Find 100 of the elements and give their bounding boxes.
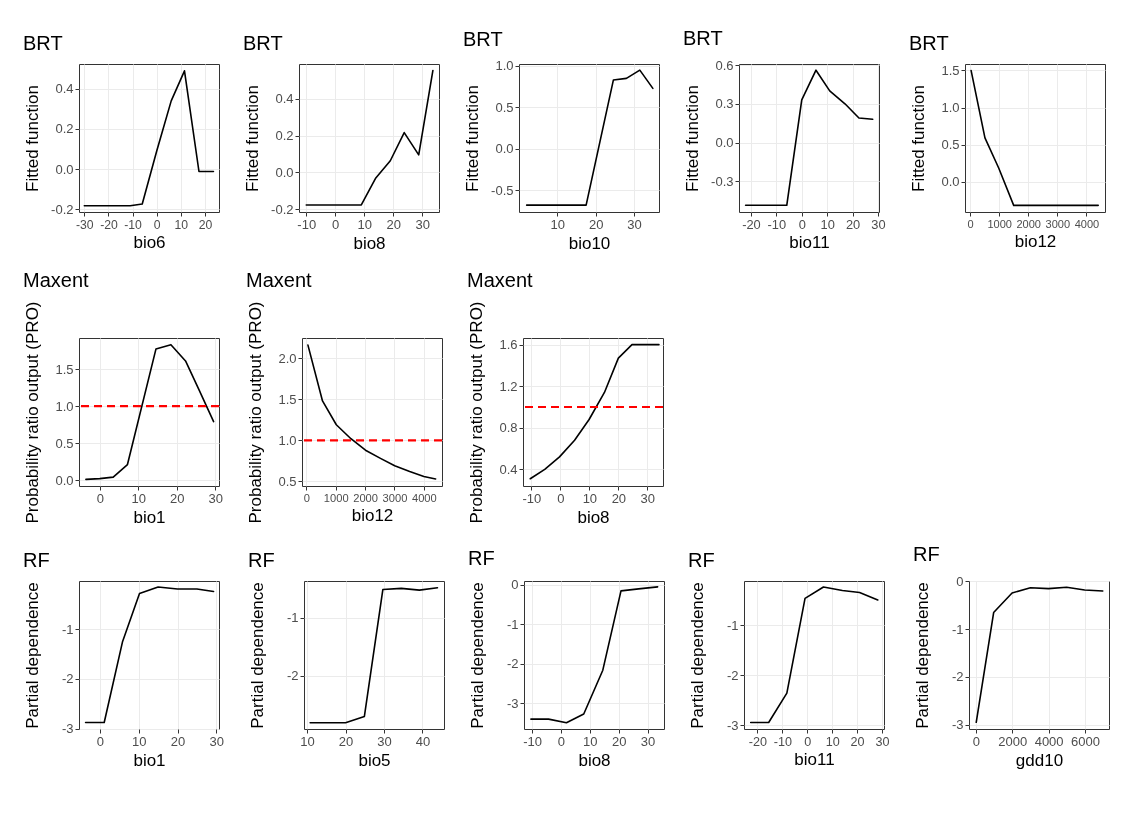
chart-title: RF <box>468 546 495 569</box>
x-tick-label: 20 <box>850 734 865 749</box>
y-axis-title: Fitted function <box>462 85 482 192</box>
y-tick-label: 1.2 <box>499 378 518 394</box>
x-axis-title: bio1 <box>133 750 166 770</box>
x-tick-label: 30 <box>208 490 223 506</box>
x-tick-label: 0 <box>967 217 974 230</box>
line-series <box>307 344 437 480</box>
line-series <box>83 70 215 207</box>
x-tick-label: 0 <box>332 216 340 232</box>
x-axis-title: bio12 <box>351 505 394 525</box>
x-tick-label: 10 <box>131 733 147 749</box>
x-tick-label: -10 <box>773 734 792 749</box>
x-tick-label: 10 <box>357 216 372 232</box>
chart-title: BRT <box>909 32 949 54</box>
x-tick-label: 4000 <box>412 491 437 504</box>
y-tick-label: -1 <box>286 610 299 626</box>
chart-title: BRT <box>23 32 63 54</box>
y-tick-label: 1.6 <box>499 337 518 353</box>
x-tick-label: 30 <box>871 216 886 232</box>
y-tick-label: -0.2 <box>271 201 294 217</box>
x-tick-label: 40 <box>415 733 431 749</box>
x-tick-label: -20 <box>100 217 118 232</box>
chart-title: BRT <box>243 32 283 54</box>
y-tick-label: 0.0 <box>55 472 74 488</box>
y-tick-label: -3 <box>951 717 964 733</box>
x-tick-label: 10 <box>583 733 598 749</box>
x-tick-label: -10 <box>523 733 542 749</box>
x-tick-label: 20 <box>169 490 185 506</box>
x-tick-label: 20 <box>588 216 604 232</box>
y-axis-title: Fitted function <box>908 85 928 192</box>
x-tick-label: 20 <box>611 733 627 749</box>
chart-title: RF <box>248 549 275 571</box>
x-tick-label: 0 <box>557 490 565 506</box>
y-tick-label: -0.5 <box>491 182 514 198</box>
y-tick-label: 2.0 <box>278 350 297 366</box>
x-tick-label: 4000 <box>1034 733 1064 749</box>
x-axis-title: bio10 <box>568 233 611 253</box>
y-tick-label: -2 <box>61 671 74 687</box>
x-axis-title: bio8 <box>353 233 386 253</box>
x-tick-label: 10 <box>550 216 566 232</box>
x-tick-label: 0 <box>96 490 104 506</box>
line-series <box>525 69 654 206</box>
x-tick-label: 0 <box>96 733 105 749</box>
chart-title: Maxent <box>23 268 90 291</box>
y-tick-label: 1.0 <box>278 432 297 448</box>
y-tick-label: 0.5 <box>55 435 74 451</box>
x-tick-label: 20 <box>198 217 213 232</box>
x-tick-label: 0 <box>303 491 310 504</box>
x-tick-label: 2000 <box>353 491 378 504</box>
chart-title: Maxent <box>467 268 534 291</box>
x-tick-label: -20 <box>748 734 768 749</box>
x-axis-title: bio6 <box>133 232 166 252</box>
x-tick-label: 20 <box>170 733 186 749</box>
x-tick-label: 30 <box>640 490 656 506</box>
y-tick-label: -3 <box>506 695 519 711</box>
y-tick-label: 0.8 <box>499 420 518 436</box>
y-axis-title: Partial dependence <box>912 582 932 729</box>
y-tick-label: -1 <box>726 617 739 633</box>
y-tick-label: 0.5 <box>941 137 960 153</box>
y-tick-label: -1 <box>951 621 964 637</box>
chart-title: BRT <box>683 27 723 50</box>
y-tick-label: 0.0 <box>55 161 74 177</box>
x-tick-label: 10 <box>131 490 146 506</box>
x-tick-label: 10 <box>582 490 598 506</box>
x-tick-label: 0 <box>153 217 161 232</box>
line-series <box>970 69 1100 207</box>
x-tick-label: 30 <box>640 733 656 749</box>
x-axis-title: bio1 <box>133 507 166 527</box>
y-axis-title: Partial dependence <box>22 582 42 729</box>
y-tick-label: 1.5 <box>55 361 74 377</box>
y-tick-label: -2 <box>506 656 519 672</box>
y-tick-label: -1 <box>506 616 519 632</box>
y-axis-title: Fitted function <box>242 85 262 192</box>
x-tick-label: 3000 <box>1045 217 1071 230</box>
y-tick-label: -3 <box>61 721 74 736</box>
line-series <box>529 343 660 480</box>
x-tick-label: 30 <box>377 733 392 749</box>
y-tick-label: -2 <box>286 668 299 684</box>
y-axis-title: Fitted function <box>682 85 702 192</box>
y-tick-label: 0.4 <box>275 91 294 107</box>
x-tick-label: 4000 <box>1074 217 1100 230</box>
x-tick-label: 2000 <box>1016 217 1041 230</box>
y-tick-label: 0 <box>956 573 964 589</box>
chart-title: RF <box>913 543 940 566</box>
line-series <box>309 586 439 724</box>
y-tick-label: 0.2 <box>275 128 294 144</box>
x-tick-label: 30 <box>875 734 890 749</box>
x-tick-label: -10 <box>522 490 542 506</box>
line-series <box>530 586 659 724</box>
chart-title: Maxent <box>246 268 313 291</box>
y-axis-title: Probability ratio output (PRO) <box>245 301 265 524</box>
line-series <box>85 343 215 481</box>
x-axis-title: bio8 <box>578 750 611 770</box>
x-tick-label: 20 <box>845 216 861 232</box>
x-tick-label: 0 <box>798 216 806 232</box>
y-axis-title: Partial dependence <box>247 582 267 729</box>
x-tick-label: 10 <box>820 216 835 232</box>
line-series <box>749 586 879 724</box>
x-axis-title: bio8 <box>577 507 610 527</box>
